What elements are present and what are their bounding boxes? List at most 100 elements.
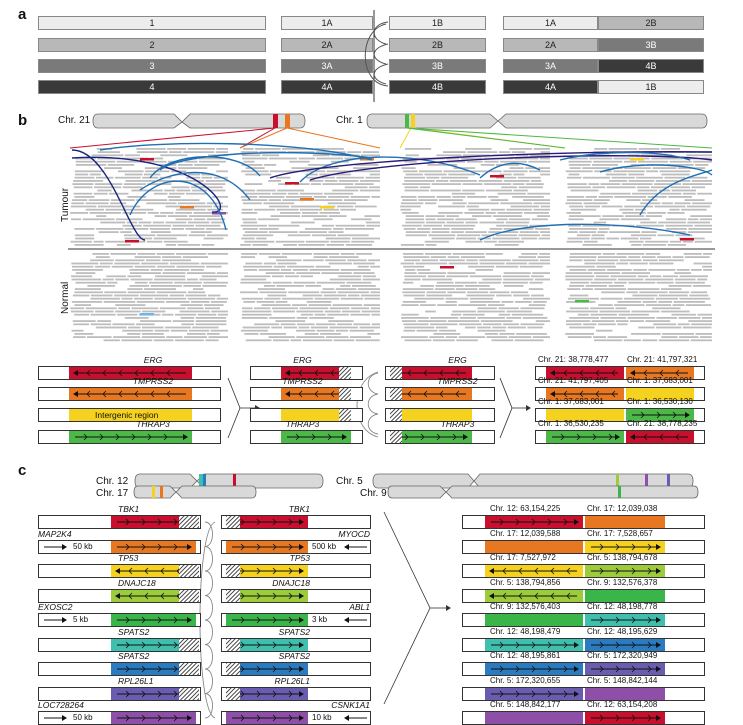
read xyxy=(293,183,310,185)
read xyxy=(322,183,354,185)
read xyxy=(518,234,541,237)
read xyxy=(465,231,487,233)
read xyxy=(290,339,302,342)
read xyxy=(521,253,538,255)
junction-coord-right: Chr. 1: 36,530,130 xyxy=(627,397,693,406)
read xyxy=(124,154,140,157)
read xyxy=(675,234,693,237)
read xyxy=(570,253,602,255)
read xyxy=(570,189,599,192)
read xyxy=(592,186,606,189)
read xyxy=(245,167,265,169)
gene-box-c-left-fill xyxy=(111,638,196,651)
read xyxy=(121,339,153,342)
read xyxy=(702,317,712,319)
gene-label-mid-left: TMPRSS2 xyxy=(282,376,323,386)
junction-coord-left: Chr. 5: 138,794,856 xyxy=(490,577,561,587)
read xyxy=(626,199,641,201)
read xyxy=(74,333,94,335)
read xyxy=(299,307,329,310)
read xyxy=(313,256,328,258)
read xyxy=(405,173,423,176)
read xyxy=(298,326,310,329)
read xyxy=(477,237,491,240)
read xyxy=(326,244,345,246)
read xyxy=(594,339,623,342)
gene-label-left: TMPRSS2 xyxy=(132,376,174,386)
read xyxy=(588,183,600,185)
segment-col2-left: 3A xyxy=(281,59,373,73)
read xyxy=(641,231,657,233)
gene-box-c-left-fill xyxy=(111,565,196,577)
read xyxy=(601,205,623,208)
read xyxy=(70,205,97,208)
read xyxy=(216,148,228,150)
read xyxy=(210,329,228,332)
result-fill-left xyxy=(546,388,624,400)
read xyxy=(252,244,268,246)
read xyxy=(72,294,90,297)
read xyxy=(590,281,613,284)
read xyxy=(114,262,140,265)
read xyxy=(357,288,380,290)
read xyxy=(401,167,416,169)
read xyxy=(328,215,347,217)
gene-label-c-left: LOC728264 xyxy=(38,700,84,710)
read xyxy=(362,275,376,278)
read xyxy=(402,212,419,214)
read xyxy=(282,297,314,300)
read xyxy=(582,167,611,169)
read xyxy=(94,186,122,189)
junction-coord-left: Chr. 5: 148,842,177 xyxy=(490,700,561,709)
read xyxy=(129,272,161,274)
read xyxy=(467,291,489,294)
highlighted-read xyxy=(140,158,154,161)
read xyxy=(481,234,494,237)
result-box-c xyxy=(462,515,705,529)
read xyxy=(340,253,355,255)
read xyxy=(477,307,497,310)
read xyxy=(405,269,416,271)
read xyxy=(609,151,623,153)
read xyxy=(116,244,131,246)
read xyxy=(627,288,660,290)
read xyxy=(180,317,195,319)
gene-box-mid-right xyxy=(385,387,495,401)
read xyxy=(529,224,548,227)
read xyxy=(283,326,298,329)
read xyxy=(107,164,135,166)
read xyxy=(404,176,425,179)
read xyxy=(700,336,712,338)
read xyxy=(654,183,681,185)
read xyxy=(296,272,320,274)
read xyxy=(568,224,581,227)
read xyxy=(503,180,530,182)
read xyxy=(243,148,254,150)
read xyxy=(300,313,314,316)
read xyxy=(492,154,515,157)
read xyxy=(176,173,187,176)
read xyxy=(366,224,380,227)
read xyxy=(479,262,505,265)
read xyxy=(400,208,412,211)
gene-box-c-right-hatch xyxy=(226,516,240,528)
read xyxy=(134,297,153,300)
read xyxy=(679,297,711,300)
read xyxy=(469,275,502,278)
read xyxy=(105,240,129,243)
read xyxy=(333,228,344,230)
read xyxy=(268,336,295,338)
read xyxy=(340,285,351,287)
read xyxy=(242,234,274,237)
read xyxy=(270,170,300,173)
read xyxy=(462,154,491,157)
read xyxy=(114,176,141,179)
read xyxy=(403,265,425,268)
read xyxy=(371,313,380,316)
read xyxy=(130,278,153,281)
read xyxy=(241,189,256,192)
read xyxy=(667,244,686,246)
read xyxy=(244,240,275,243)
read xyxy=(402,183,431,185)
read xyxy=(672,256,684,258)
